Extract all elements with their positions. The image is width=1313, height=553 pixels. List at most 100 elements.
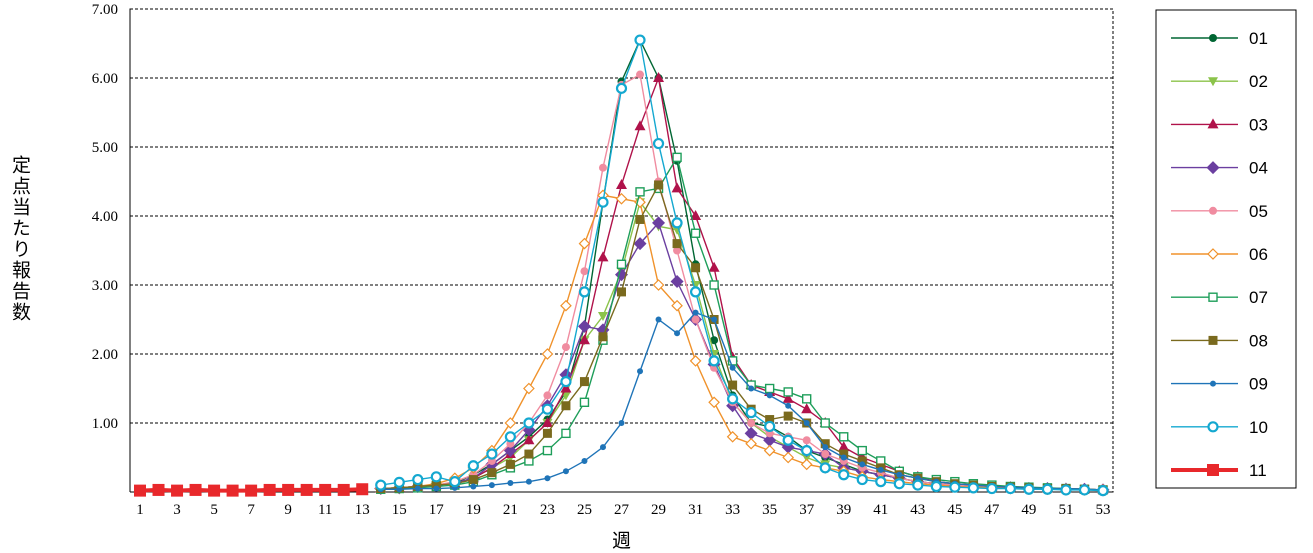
legend-label: 04 [1249,159,1268,178]
data-point [652,216,666,230]
data-point [782,451,795,464]
legend-item-06: 06 [1171,245,1268,264]
data-point [820,439,830,449]
series-03 [375,72,1109,494]
data-point [692,309,699,316]
data-point [560,299,572,312]
x-tick-label: 33 [725,502,740,518]
data-point [652,137,665,150]
data-point [504,431,516,443]
legend-box [1155,9,1297,489]
legend-marker [1209,34,1217,42]
x-tick-label: 5 [210,502,218,518]
legend-marker [1207,421,1219,433]
data-point [356,483,369,496]
series-line-06 [380,194,1103,491]
data-point [300,483,313,496]
data-point [691,315,700,324]
legend-item-03: 03 [1171,115,1268,134]
data-point [319,483,332,496]
data-point [414,485,421,492]
data-point [525,478,532,485]
data-point [765,415,775,425]
data-point [634,120,646,131]
data-point [635,187,645,197]
x-tick-label: 7 [247,502,255,518]
data-point [914,475,921,482]
data-point [562,468,569,475]
series-line-05 [380,73,1104,491]
x-tick-label: 11 [318,502,332,518]
data-point [226,484,239,497]
data-point [580,267,589,276]
data-point [653,72,665,82]
data-point [671,217,683,229]
data-point [634,34,646,46]
data-point [708,355,720,367]
data-point [710,336,719,345]
data-point [729,364,736,371]
data-point [598,163,607,172]
data-point [838,469,850,481]
data-point [488,482,495,489]
legend-marker [1207,464,1219,476]
legend-label: 10 [1249,418,1268,437]
data-point [748,385,755,392]
x-tick-label: 49 [1021,502,1036,518]
data-point [893,478,905,490]
data-point [930,480,942,493]
data-point [617,287,626,297]
legend-item-04: 04 [1171,159,1268,178]
data-point [636,70,645,79]
data-point [171,484,184,497]
data-point [541,348,554,360]
data-point [673,246,682,255]
data-point [579,397,590,407]
data-point [967,482,979,494]
legend-label: 01 [1249,29,1268,48]
data-point [505,459,515,469]
data-point [577,319,591,333]
series-01 [376,36,1107,494]
legend-marker [1206,161,1220,175]
legend-item-09: 09 [1171,375,1268,394]
legend-item-02: 02 [1171,72,1268,91]
legend-label: 06 [1249,245,1268,264]
data-point [671,182,683,193]
data-point [282,483,295,496]
x-tick-label: 53 [1096,502,1111,518]
data-point [764,420,776,433]
x-tick-label: 45 [947,502,962,518]
series-07 [376,152,1108,495]
data-point [581,457,588,464]
data-point [763,444,776,457]
x-tick-label: 25 [577,502,592,518]
data-point [763,433,777,447]
y-tick-label: 3.00 [92,278,118,294]
x-tick-label: 37 [799,502,815,518]
series-08 [376,180,1108,495]
data-point [839,432,849,442]
y-tick-label: 1.00 [92,416,118,432]
legend-label: 03 [1249,115,1268,134]
x-tick-label: 47 [984,502,1000,518]
series-line-08 [380,183,1104,491]
data-point [561,428,571,439]
legend: 01 02 03 04 05 06 07 08 09 10 11 [1155,9,1297,489]
y-tick-label: 2.00 [92,347,118,363]
legend-label: 05 [1249,202,1268,221]
data-point [896,471,903,478]
data-point [523,382,535,395]
data-point [542,428,552,438]
series-02 [375,198,1108,495]
legend-item-05: 05 [1171,202,1268,221]
data-point [857,445,867,456]
x-tick-label: 21 [503,502,518,518]
data-point [747,419,756,427]
x-tick-label: 27 [614,502,630,518]
data-point [654,180,664,190]
legend-marker [1207,248,1219,260]
data-point [433,485,440,492]
data-point [949,481,961,493]
data-point [449,476,461,488]
